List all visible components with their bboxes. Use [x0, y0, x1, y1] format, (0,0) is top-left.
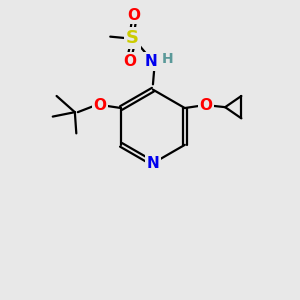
Text: O: O	[127, 8, 140, 22]
Text: O: O	[93, 98, 106, 113]
Text: N: N	[145, 54, 158, 69]
Text: H: H	[162, 52, 173, 66]
Text: O: O	[200, 98, 212, 113]
Text: S: S	[126, 29, 139, 47]
Text: O: O	[124, 54, 136, 69]
Text: N: N	[147, 156, 159, 171]
